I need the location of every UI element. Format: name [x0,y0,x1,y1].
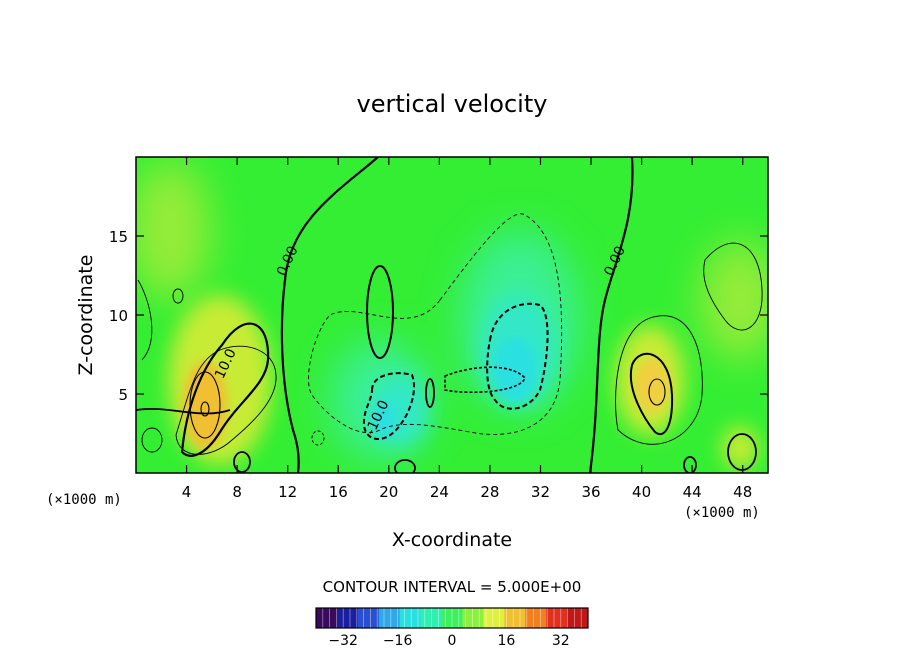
x-axis: 4 8 12 16 20 24 28 32 36 40 44 48 [182,157,752,501]
x-tick-label: 24 [430,483,449,501]
colorbar-swatch [462,608,484,628]
colorbar-swatch [504,608,526,628]
x-tick-label: 44 [683,483,702,501]
colorbar-swatch [378,608,401,628]
chart-title: vertical velocity [357,90,548,118]
colorbar-swatch [316,608,338,628]
colorbar [315,607,589,629]
y-tick-label: 10 [109,307,128,325]
x-tick-label: 12 [278,483,297,501]
colorbar-swatch [546,608,568,628]
x-tick-label: 28 [480,483,499,501]
colorbar-frame [315,607,589,629]
x-axis-label: X-coordinate [392,529,512,551]
x-unit-label-right: (×1000 m) [684,505,760,521]
y-tick-label: 15 [109,228,128,246]
x-tick-label: 40 [632,483,651,501]
x-tick-label: 36 [581,483,600,501]
colorbar-swatch [336,608,359,628]
colorbar-swatch [399,608,422,628]
x-tick-label: 20 [379,483,398,501]
colorbar-swatch [357,608,380,628]
velocity-field [136,157,768,473]
colorbar-swatch [567,608,589,628]
colorbar-swatch [483,608,505,628]
colorbar-ticks: −32 −16 0 16 32 [328,633,569,649]
colorbar-tick-label: 0 [448,633,457,649]
colorbar-tick-label: 32 [552,633,570,649]
y-axis: 5 10 15 [109,228,768,404]
x-tick-label: 16 [329,483,348,501]
colorbar-tick-label: −32 [328,633,358,649]
y-axis-label: Z-coordinate [75,255,97,376]
x-tick-label: 48 [733,483,752,501]
colorbar-swatch [525,608,547,628]
x-unit-label-left: (×1000 m) [46,492,122,508]
x-tick-label: 8 [232,483,242,501]
x-tick-label: 32 [531,483,550,501]
contour-interval-label: CONTOUR INTERVAL = 5.000E+00 [323,578,582,596]
y-tick-label: 5 [118,386,128,404]
colorbar-tick-label: 16 [497,633,515,649]
x-tick-label: 4 [182,483,192,501]
colorbar-tick-label: −16 [383,633,413,649]
